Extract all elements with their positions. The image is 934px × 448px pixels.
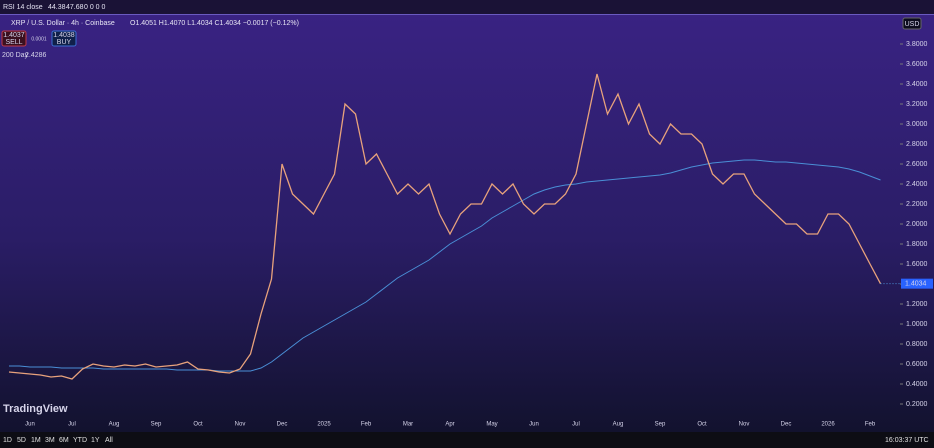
y-tick-label: 3.0000	[906, 121, 928, 128]
x-tick-label: 2025	[317, 422, 331, 428]
x-tick-label: Feb	[865, 422, 876, 428]
rsi-label: RSI 14 close	[3, 4, 43, 11]
sell-label: SELL	[5, 39, 22, 46]
price-line	[8, 73, 882, 380]
x-tick-label: Nov	[235, 422, 246, 428]
plot-background	[0, 0, 934, 432]
y-tick-label: 1.6000	[906, 261, 928, 268]
timeframe-button[interactable]: 6M	[59, 437, 69, 444]
y-tick-label: 2.0000	[906, 221, 928, 228]
x-tick-label: Feb	[361, 422, 372, 428]
top-bar	[0, 0, 934, 14]
y-tick-label: 3.6000	[906, 61, 928, 68]
y-tick-label: 0.8000	[906, 341, 928, 348]
timeframe-button[interactable]: 3M	[45, 437, 55, 444]
x-tick-label: Jun	[25, 422, 35, 428]
x-tick-label: Sep	[655, 422, 666, 428]
x-tick-label: Jul	[68, 422, 76, 428]
y-tick-label: 0.4000	[906, 381, 928, 388]
y-tick-label: 3.2000	[906, 101, 928, 108]
last-price-label: 1.4034	[905, 281, 927, 288]
brand: TradingView	[3, 403, 68, 415]
y-tick-label: 0.6000	[906, 361, 928, 368]
x-tick-label: May	[486, 422, 497, 428]
legend-label: 200 Day	[2, 52, 29, 59]
x-tick-label: Dec	[277, 422, 288, 428]
timeframe-button[interactable]: 1M	[31, 437, 41, 444]
sell-price: 1.4037	[3, 32, 25, 39]
rsi-value: 0 0 0 0	[84, 4, 106, 11]
ohlc: O1.4051 H1.4070 L1.4034 C1.4034 −0.0017 …	[130, 20, 299, 27]
x-tick-label: Jun	[529, 422, 539, 428]
timeframe-button[interactable]: 1Y	[91, 437, 100, 444]
rsi-value: 44.38	[48, 4, 66, 11]
x-tick-label: Mar	[403, 422, 413, 428]
timeframe-button[interactable]: All	[105, 437, 113, 444]
bottom-bar	[0, 432, 934, 448]
y-tick-label: 2.2000	[906, 201, 928, 208]
x-tick-label: Oct	[193, 422, 203, 428]
currency: USD	[905, 21, 920, 28]
buy-label: BUY	[57, 39, 72, 46]
timeframe-button[interactable]: 1D	[3, 437, 12, 444]
x-tick-label: Nov	[739, 422, 750, 428]
x-tick-label: Dec	[781, 422, 792, 428]
spread: 0.0001	[31, 36, 47, 42]
sell-button[interactable]	[1, 30, 27, 47]
y-tick-label: 1.2000	[906, 301, 928, 308]
timeframe-button[interactable]: 5D	[17, 437, 26, 444]
y-tick-label: 3.8000	[906, 41, 928, 48]
currency-button[interactable]	[902, 17, 922, 30]
last-price-tag	[901, 278, 933, 289]
timeframe-button[interactable]: YTD	[73, 437, 87, 444]
buy-price: 1.4038	[53, 32, 75, 39]
y-tick-label: 3.4000	[906, 81, 928, 88]
y-tick-label: 0.2000	[906, 401, 928, 408]
moving-average	[9, 159, 881, 372]
legend-value: 2.4286	[25, 52, 47, 59]
y-tick-label: 1.8000	[906, 241, 928, 248]
buy-button[interactable]	[51, 30, 77, 47]
y-tick-label: 2.6000	[906, 161, 928, 168]
clock: 16:03:37 UTC	[885, 437, 929, 444]
y-tick-label: 2.8000	[906, 141, 928, 148]
y-tick-label: 2.4000	[906, 181, 928, 188]
x-tick-label: Aug	[109, 422, 120, 428]
x-tick-label: Jul	[572, 422, 580, 428]
symbol: XRP / U.S. Dollar · 4h · Coinbase	[11, 20, 115, 27]
timeframes: 1D 5D 1M 3M 6M YTD 1Y All	[3, 437, 113, 444]
y-tick-label: 1.0000	[906, 321, 928, 328]
x-tick-label: 2026	[821, 422, 835, 428]
x-tick-label: Oct	[697, 422, 707, 428]
x-tick-label: Aug	[613, 422, 624, 428]
rsi-value: 47.68	[66, 4, 84, 11]
x-tick-label: Sep	[151, 422, 162, 428]
x-tick-label: Apr	[445, 422, 454, 428]
